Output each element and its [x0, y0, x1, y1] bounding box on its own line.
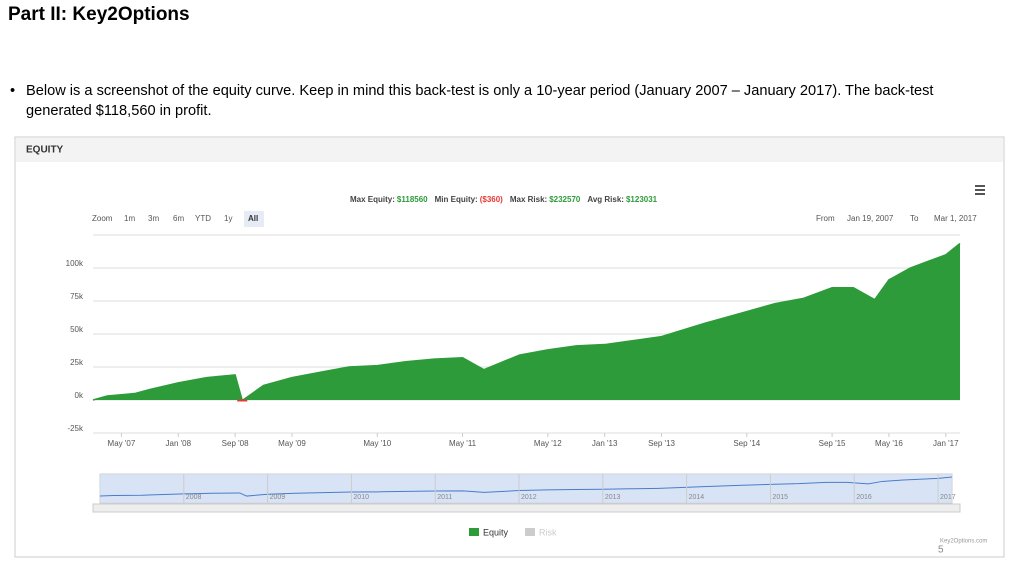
- x-tick-label: Jan '17: [933, 439, 959, 448]
- slide-title: Part II: Key2Options: [8, 4, 190, 25]
- y-tick-label: 50k: [70, 325, 84, 334]
- legend-swatch: [469, 528, 479, 536]
- equity-line: [92, 242, 961, 402]
- stat-label: Min Equity:: [435, 195, 478, 204]
- navigator-mask: [100, 474, 952, 503]
- zoom-button[interactable]: 1m: [124, 214, 135, 223]
- navigator-label: 2017: [940, 494, 956, 501]
- navigator-label: 2014: [689, 494, 705, 501]
- bullet: • Below is a screenshot of the equity cur…: [10, 81, 1000, 121]
- x-tick-label: Jan '08: [166, 439, 192, 448]
- x-tick-label: May '16: [875, 439, 903, 448]
- x-tick-label: May '09: [278, 439, 306, 448]
- panel-title: EQUITY: [26, 145, 64, 156]
- x-tick-label: May '11: [449, 439, 477, 448]
- stat-label: Avg Risk:: [587, 195, 624, 204]
- navigator-label: 2008: [186, 494, 202, 501]
- equity-area: [93, 243, 960, 401]
- zoom-button[interactable]: 6m: [173, 214, 184, 223]
- menu-icon[interactable]: [975, 185, 985, 195]
- panel-header: [16, 138, 1003, 162]
- zoom-button[interactable]: 3m: [148, 214, 159, 223]
- x-tick-label: Sep '13: [648, 439, 675, 448]
- x-tick-label: Sep '15: [819, 439, 846, 448]
- range-selector: To: [910, 214, 919, 223]
- stat-label: Max Equity:: [350, 195, 395, 204]
- navigator-label: 2013: [605, 494, 621, 501]
- x-tick-label: Sep '08: [222, 439, 249, 448]
- x-tick-label: May '12: [534, 439, 562, 448]
- x-tick-label: May '07: [108, 439, 136, 448]
- navigator-label: 2012: [521, 494, 537, 501]
- zoom-label: Zoom: [92, 214, 113, 223]
- navigator-label: 2009: [270, 494, 286, 501]
- navigator-label: 2015: [772, 494, 788, 501]
- y-tick-label: 0k: [75, 391, 84, 400]
- x-tick-label: Sep '14: [733, 439, 760, 448]
- x-tick-label: May '10: [363, 439, 391, 448]
- y-tick-label: 75k: [70, 292, 84, 301]
- legend-label[interactable]: Equity: [483, 527, 509, 537]
- stats: Max Equity: $118560 Min Equity: ($360) Max R…: [350, 195, 658, 204]
- navigator-label: 2016: [856, 494, 872, 501]
- bullet-text: Below is a screenshot of the equity curv…: [26, 83, 934, 119]
- x-tick-label: Jan '13: [592, 439, 618, 448]
- stat-value: $232570: [549, 195, 581, 204]
- stat-label: Max Risk:: [510, 195, 547, 204]
- legend-swatch: [525, 528, 535, 536]
- scrollbar[interactable]: [92, 503, 961, 513]
- y-tick-label: -25k: [67, 424, 84, 433]
- zoom-button[interactable]: 1y: [224, 214, 232, 223]
- zoom-button[interactable]: YTD: [195, 214, 211, 223]
- range-selector: From: [816, 214, 835, 223]
- legend-label[interactable]: Risk: [539, 527, 557, 537]
- zoom-button[interactable]: All: [248, 214, 258, 223]
- page-number: 5: [938, 545, 944, 556]
- navigator-line: [99, 476, 953, 497]
- range-selector[interactable]: Mar 1, 2017: [934, 214, 977, 223]
- y-tick-label: 25k: [70, 358, 84, 367]
- range-selector[interactable]: Jan 19, 2007: [847, 214, 894, 223]
- y-tick-label: 100k: [66, 259, 84, 268]
- credit: Key2Options.com: [940, 539, 987, 545]
- navigator-label: 2010: [353, 494, 369, 501]
- stat-value: ($360): [480, 195, 503, 204]
- stat-value: $118560: [397, 195, 428, 204]
- zoom-active: [244, 211, 264, 227]
- navigator-label: 2011: [437, 494, 452, 501]
- stat-value: $123031: [626, 195, 658, 204]
